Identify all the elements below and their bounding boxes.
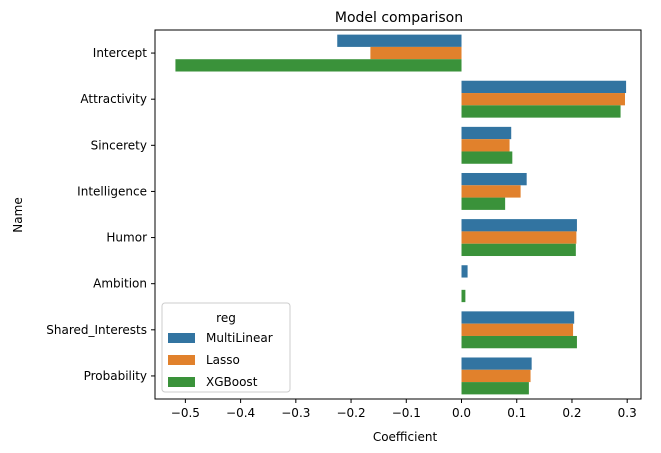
y-axis-label: Name (11, 197, 25, 232)
legend-label-lasso: Lasso (206, 353, 240, 367)
legend-swatch-lasso (168, 355, 195, 365)
bar-intercept-multilinear (337, 34, 462, 47)
legend-title: reg (216, 311, 236, 325)
bar-attractivity-multilinear (461, 80, 627, 94)
y-tick-label: Humor (106, 231, 147, 245)
bar-sincerety-multilinear (461, 126, 512, 140)
y-tick-label: Sincerety (91, 138, 147, 152)
x-tick-label: −0.4 (226, 406, 255, 420)
bar-probability-lasso (461, 369, 531, 383)
x-tick-label: −0.1 (392, 406, 421, 420)
bar-ambition-multilinear (461, 265, 468, 278)
bar-intercept-lasso (370, 46, 462, 60)
x-tick-label: −0.5 (171, 406, 200, 420)
bar-probability-multilinear (461, 357, 532, 370)
bar-humor-xgboost (461, 243, 576, 257)
x-tick-label: 0.0 (452, 406, 471, 420)
legend-box (161, 302, 291, 393)
bar-intelligence-lasso (461, 185, 521, 198)
y-tick-label: Shared_Interests (46, 323, 147, 337)
x-tick-label: 0.3 (618, 406, 637, 420)
bar-intercept-xgboost (175, 59, 462, 72)
bar-shared-interests-multilinear (461, 311, 575, 324)
legend: reg MultiLinear Lasso XGBoost (161, 302, 291, 393)
x-tick-label: −0.2 (336, 406, 365, 420)
legend-swatch-multilinear (168, 333, 195, 343)
bar-sincerety-xgboost (461, 151, 513, 164)
chart-title: Model comparison (335, 10, 463, 26)
bar-shared-interests-xgboost (461, 335, 577, 349)
bar-ambition-xgboost (461, 289, 466, 303)
bar-humor-multilinear (461, 219, 577, 232)
bar-sincerety-lasso (461, 139, 510, 152)
y-tick-label: Probability (84, 369, 147, 383)
legend-label-xgboost: XGBoost (206, 375, 258, 389)
bar-intelligence-xgboost (461, 197, 506, 210)
y-tick-label: Attractivity (80, 92, 147, 106)
legend-items: MultiLinear Lasso XGBoost (168, 331, 273, 389)
bar-intelligence-multilinear (461, 172, 527, 186)
bar-probability-xgboost (461, 382, 529, 395)
y-tick-label: Intelligence (77, 184, 147, 198)
x-tick-label: −0.3 (281, 406, 310, 420)
x-tick-label: 0.2 (562, 406, 581, 420)
bar-humor-lasso (461, 231, 577, 244)
bars-group (175, 34, 627, 395)
y-tick-label: Intercept (93, 46, 148, 60)
plot-frame (154, 29, 642, 400)
y-tick-label: Ambition (93, 277, 147, 291)
legend-swatch-xgboost (168, 377, 195, 387)
bar-attractivity-xgboost (461, 105, 621, 118)
y-axis-ticks: Intercept Attractivity Sincerety Intelligen… (46, 46, 155, 383)
bar-shared-interests-lasso (461, 323, 574, 336)
legend-label-multilinear: MultiLinear (206, 331, 273, 345)
x-axis-label: Coefficient (373, 430, 438, 444)
bar-attractivity-lasso (461, 93, 625, 106)
x-axis-ticks: −0.5 −0.4 −0.3 −0.2 −0.1 0.0 0.1 0.2 0.3 (171, 399, 637, 420)
x-tick-label: 0.1 (507, 406, 526, 420)
